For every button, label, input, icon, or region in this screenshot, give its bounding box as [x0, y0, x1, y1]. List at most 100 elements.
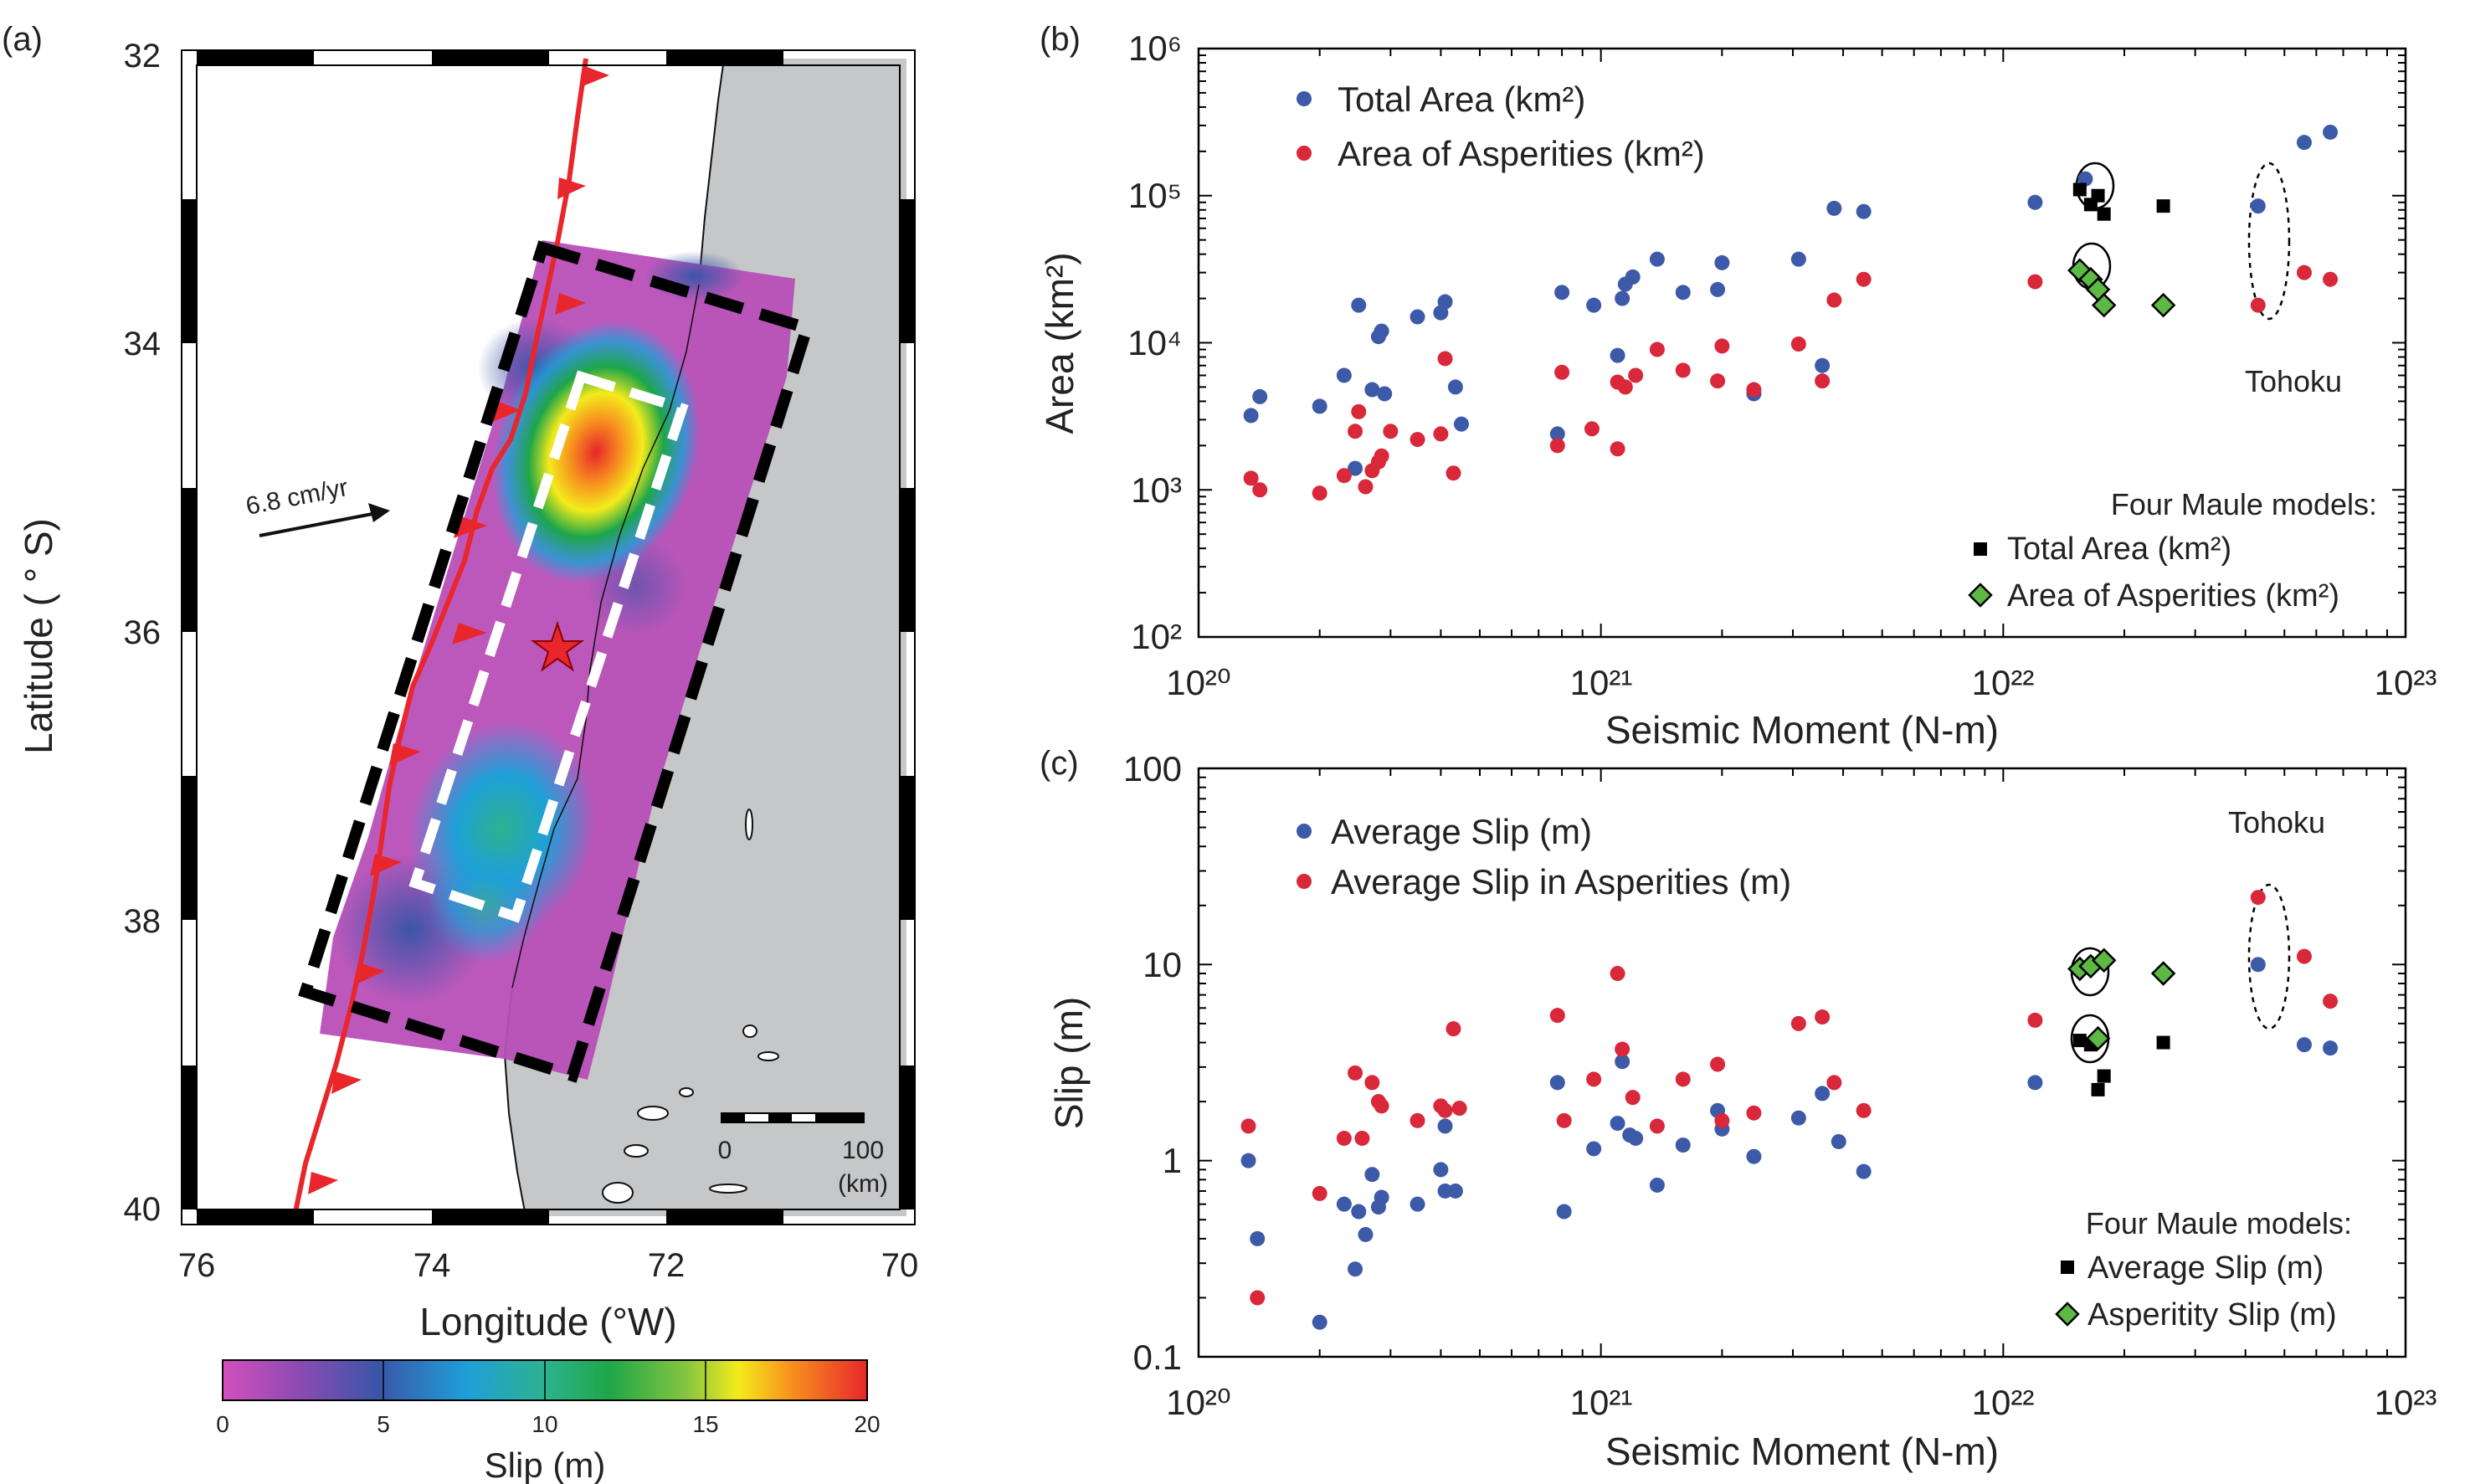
chart-b-legend-marker-asperity: [1297, 146, 1312, 161]
chart-c-point-series-1: [1364, 1075, 1380, 1091]
chart-c-legend2-title: Four Maule models:: [2086, 1206, 2352, 1240]
chart-b-point-series-2: [2091, 188, 2105, 203]
chart-c-point-series-0: [1410, 1196, 1425, 1212]
chart-c-xtick-1: 10²¹: [1570, 1383, 1633, 1422]
chart-b-point-series-1: [1856, 271, 1872, 287]
chart-b-point-series-0: [1615, 290, 1630, 306]
chart-b-point-series-0: [1437, 294, 1453, 310]
chart-b-point-series-1: [1790, 336, 1806, 352]
chart-c-point-series-1: [1649, 1118, 1665, 1134]
chart-b-legend2-marker-asperity: [1968, 583, 1993, 608]
chart-c-point-series-1: [1312, 1185, 1327, 1201]
chart-b-point-series-0: [1554, 285, 1570, 300]
chart-c-legend-asperity: Average Slip in Asperities (m): [1331, 862, 1791, 901]
chart-c-point-series-1: [1437, 1102, 1453, 1118]
chart-b-point-series-0: [1649, 251, 1665, 267]
panel-b-label: (b): [1040, 21, 1081, 58]
chart-c-tohoku-label: Tohoku: [2228, 805, 2325, 840]
chart-c-xlabel: Seismic Moment (N-m): [1605, 1430, 1999, 1473]
chart-b-point-series-1: [1437, 351, 1453, 367]
chart-b-point-series-0: [2077, 171, 2093, 187]
chart-b-point-series-1: [1584, 421, 1600, 437]
chart-c-ylabel: Slip (m): [1047, 997, 1091, 1129]
colorbar-tick-20: 20: [854, 1411, 880, 1437]
chart-b-ytick-4: 10⁶: [1128, 28, 1182, 68]
chart-c-minor-ticks: [1199, 768, 2406, 1357]
epicenter-star: [530, 620, 585, 672]
chart-b: (b) Area (km²) Seismic Moment (N-m) 10²⁰…: [1038, 21, 2437, 752]
chart-c-xtick-2: 10²²: [1972, 1383, 2035, 1422]
chart-c-point-series-0: [1447, 1183, 1463, 1199]
scale-tick-0: 0: [718, 1137, 732, 1164]
chart-c-point-series-0: [1312, 1314, 1327, 1330]
chart-c-point-series-0: [1586, 1141, 1602, 1157]
lon-tick-74: 74: [413, 1247, 451, 1284]
chart-c: (c) Slip (m) Seismic Moment (N-m) 10²⁰ 1…: [1040, 745, 2437, 1473]
chart-b-point-series-3: [2091, 292, 2117, 318]
chart-c-point-series-1: [2323, 994, 2339, 1009]
chart-c-point-series-3: [2150, 961, 2176, 986]
chart-c-point-series-1: [1549, 1008, 1565, 1024]
chart-b-point-series-0: [1348, 460, 1363, 476]
chart-c-point-series-2: [2097, 1069, 2111, 1083]
chart-b-legend2-total: Total Area (km²): [2007, 531, 2231, 567]
chart-c-point-series-0: [1856, 1163, 1872, 1179]
chart-b-point-series-1: [1312, 485, 1327, 501]
chart-b-point-series-0: [1243, 408, 1259, 424]
map-panel: (a): [2, 21, 918, 1484]
chart-c-xtick-3: 10²³: [2375, 1383, 2437, 1422]
chart-b-tohoku-ellipse: [2247, 162, 2291, 321]
chart-c-points: [1240, 890, 2339, 1330]
colorbar-tick-10: 10: [531, 1411, 557, 1437]
chart-c-tohoku-ellipse: [2247, 883, 2291, 1030]
chart-b-legend-total: Total Area (km²): [1338, 80, 1585, 119]
chart-b-point-series-1: [1554, 364, 1570, 380]
chart-c-point-series-1: [1815, 1009, 1831, 1025]
chart-c-point-series-0: [1549, 1075, 1565, 1091]
chart-c-point-series-1: [1451, 1101, 1467, 1117]
chart-b-point-series-1: [2250, 297, 2266, 313]
chart-b-point-series-1: [2027, 274, 2043, 290]
chart-b-point-series-1: [2296, 264, 2312, 280]
chart-c-point-series-1: [1710, 1056, 1726, 1072]
chart-b-points: [1243, 124, 2339, 501]
scale-tick-100: 100: [842, 1137, 884, 1164]
chart-b-ytick-0: 10²: [1131, 617, 1182, 656]
chart-c-point-series-1: [1410, 1112, 1425, 1128]
chart-b-xtick-3: 10²³: [2375, 663, 2437, 702]
chart-b-point-series-0: [1815, 357, 1831, 373]
chart-c-ytick-2: 10: [1143, 945, 1182, 984]
chart-c-point-series-0: [2250, 957, 2266, 973]
chart-c-point-series-1: [1610, 966, 1625, 982]
chart-c-point-series-1: [1790, 1015, 1806, 1031]
chart-c-ytick-0: 0.1: [1133, 1338, 1182, 1377]
chart-b-tohoku-label: Tohoku: [2245, 364, 2342, 398]
chart-c-point-series-1: [2296, 948, 2312, 964]
lon-tick-76: 76: [178, 1247, 216, 1284]
chart-b-ylabel: Area (km²): [1038, 252, 1081, 434]
chart-b-point-series-1: [1815, 373, 1831, 389]
chart-b-point-series-1: [1446, 465, 1461, 481]
chart-c-point-series-2: [2156, 1035, 2170, 1050]
chart-b-point-series-0: [1336, 367, 1352, 383]
chart-b-point-series-0: [1374, 323, 1389, 339]
chart-b-legend-asperity: Area of Asperities (km²): [1338, 134, 1705, 173]
chart-c-point-series-1: [1675, 1071, 1691, 1087]
colorbar-tick-5: 5: [377, 1411, 390, 1437]
chart-c-point-series-0: [1437, 1118, 1453, 1134]
lat-tick-34: 34: [124, 326, 162, 362]
chart-b-point-series-1: [1410, 432, 1425, 448]
chart-c-legend2-marker-avg: [2061, 1261, 2074, 1274]
slip-distribution: [320, 240, 795, 1080]
chart-b-ytick-2: 10⁴: [1127, 323, 1182, 362]
chart-b-point-series-0: [2296, 135, 2312, 151]
chart-c-point-series-1: [1714, 1112, 1730, 1128]
chart-b-point-series-2: [2097, 207, 2111, 221]
chart-b-point-series-0: [2027, 194, 2043, 210]
map-ylabel: Latitude ( ° S): [17, 518, 60, 754]
scale-bar: [721, 1112, 865, 1123]
chart-c-point-series-0: [1374, 1189, 1389, 1205]
chart-c-ytick-1: 1: [1163, 1141, 1182, 1180]
chart-c-point-series-1: [2250, 890, 2266, 906]
chart-b-minor-ticks: [1199, 49, 2406, 637]
